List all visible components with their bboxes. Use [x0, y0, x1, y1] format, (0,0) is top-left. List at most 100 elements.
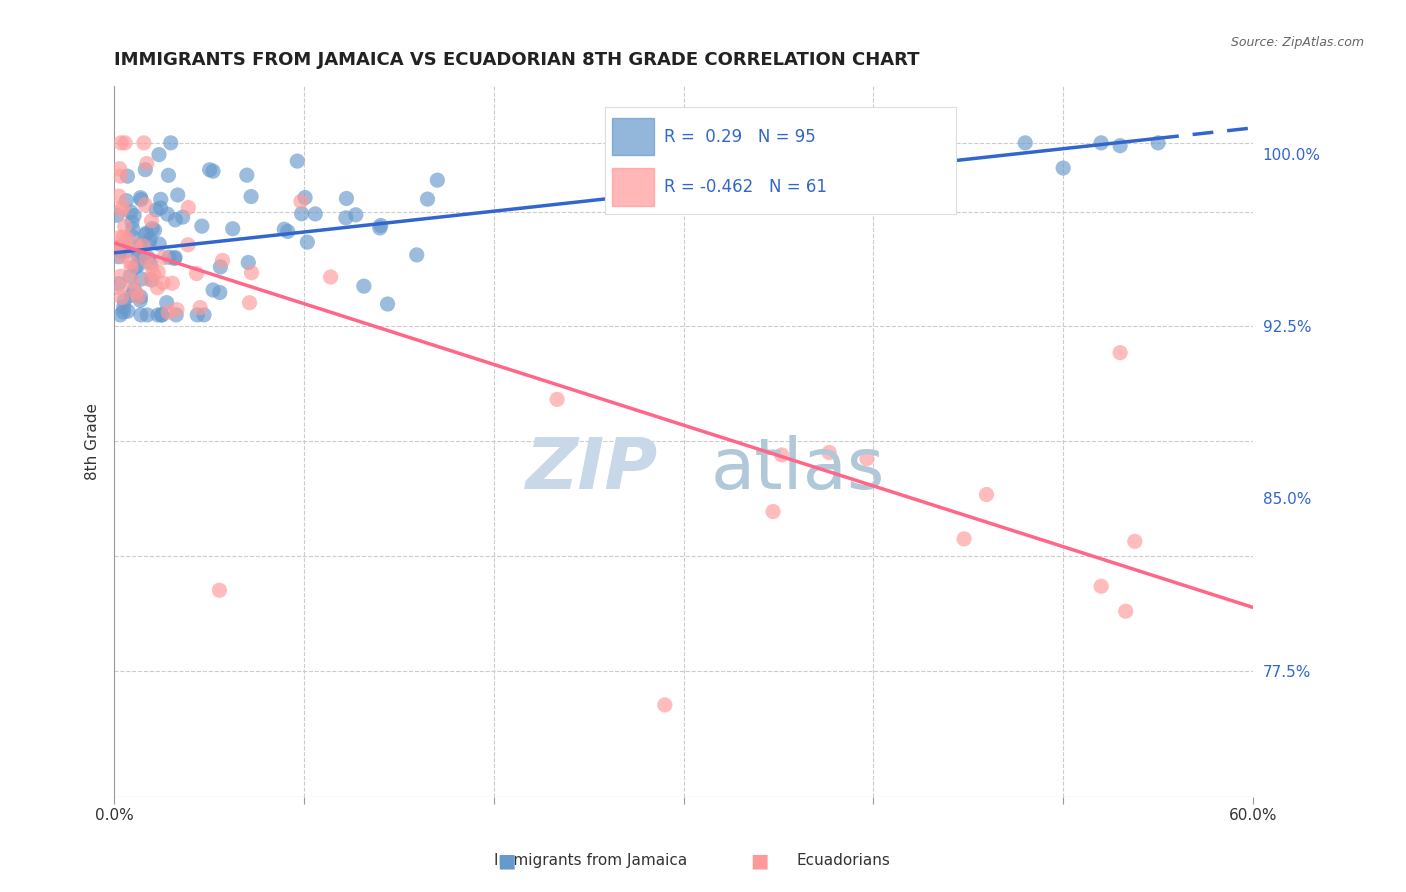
- Point: [110, 169, 132, 184]
- Bar: [612, 118, 654, 155]
- Point: [1052, 161, 1074, 175]
- Point: [117, 304, 139, 318]
- Point: [193, 308, 215, 322]
- Point: [546, 392, 568, 407]
- Point: [238, 295, 260, 310]
- Point: [163, 252, 186, 266]
- Point: [125, 238, 148, 252]
- Point: [125, 285, 148, 299]
- Point: [124, 260, 146, 274]
- Point: [120, 288, 142, 302]
- Point: [186, 267, 208, 281]
- Point: [165, 308, 187, 322]
- Point: [1109, 138, 1132, 153]
- Point: [290, 194, 312, 209]
- Point: [165, 212, 187, 227]
- Text: R = -0.462   N = 61: R = -0.462 N = 61: [665, 178, 827, 196]
- Point: [152, 276, 174, 290]
- Point: [240, 266, 263, 280]
- Point: [149, 201, 172, 215]
- Text: Source: ZipAtlas.com: Source: ZipAtlas.com: [1230, 36, 1364, 49]
- Point: [138, 236, 160, 251]
- Point: [149, 193, 172, 207]
- Point: [142, 267, 165, 281]
- Point: [129, 308, 152, 322]
- Point: [150, 308, 173, 322]
- Y-axis label: 8th Grade: 8th Grade: [86, 402, 100, 480]
- Point: [112, 230, 135, 244]
- Text: IMMIGRANTS FROM JAMAICA VS ECUADORIAN 8TH GRADE CORRELATION CHART: IMMIGRANTS FROM JAMAICA VS ECUADORIAN 8T…: [114, 51, 920, 69]
- Point: [121, 215, 143, 229]
- Point: [211, 253, 233, 268]
- Point: [156, 207, 179, 221]
- Point: [127, 259, 149, 273]
- Point: [377, 297, 399, 311]
- Point: [202, 164, 225, 178]
- Point: [111, 291, 134, 305]
- Point: [319, 270, 342, 285]
- Point: [191, 219, 214, 234]
- Point: [112, 300, 135, 314]
- Point: [120, 205, 142, 219]
- Point: [236, 168, 259, 182]
- Point: [135, 226, 157, 240]
- Point: [108, 189, 131, 203]
- Point: [148, 237, 170, 252]
- Point: [139, 232, 162, 246]
- Point: [111, 250, 134, 264]
- Point: [294, 190, 316, 204]
- Point: [120, 255, 142, 269]
- Text: ■: ■: [749, 851, 769, 871]
- Point: [136, 308, 159, 322]
- Point: [277, 224, 299, 238]
- Point: [953, 532, 976, 546]
- Point: [222, 221, 245, 235]
- Point: [304, 207, 326, 221]
- Point: [353, 279, 375, 293]
- Point: [110, 269, 132, 284]
- Point: [150, 308, 173, 322]
- Point: [110, 136, 132, 150]
- Point: [172, 210, 194, 224]
- Point: [188, 301, 211, 315]
- Point: [1014, 136, 1036, 150]
- Point: [976, 487, 998, 501]
- Point: [156, 295, 179, 310]
- Point: [238, 255, 260, 269]
- Point: [1109, 345, 1132, 359]
- Point: [120, 260, 142, 275]
- Point: [141, 221, 163, 235]
- Point: [368, 221, 391, 235]
- Point: [131, 272, 153, 286]
- Point: [297, 235, 319, 249]
- Point: [654, 698, 676, 712]
- Point: [1147, 136, 1170, 150]
- Point: [129, 293, 152, 308]
- Point: [114, 219, 136, 234]
- Point: [114, 293, 136, 308]
- Point: [139, 256, 162, 270]
- Point: [166, 188, 188, 202]
- Point: [111, 203, 134, 218]
- Text: ZIP: ZIP: [526, 435, 658, 504]
- Point: [273, 222, 295, 236]
- Point: [177, 237, 200, 252]
- Point: [132, 136, 155, 150]
- Point: [141, 213, 163, 227]
- Point: [143, 223, 166, 237]
- Point: [135, 156, 157, 170]
- Point: [128, 239, 150, 253]
- Point: [134, 162, 156, 177]
- Point: [122, 209, 145, 223]
- Point: [146, 308, 169, 322]
- Point: [856, 451, 879, 466]
- Point: [148, 265, 170, 279]
- Point: [202, 283, 225, 297]
- Point: [416, 192, 439, 206]
- Point: [157, 250, 180, 264]
- Point: [105, 240, 128, 254]
- Point: [129, 193, 152, 207]
- Point: [132, 239, 155, 253]
- Point: [108, 244, 131, 259]
- Point: [112, 305, 135, 319]
